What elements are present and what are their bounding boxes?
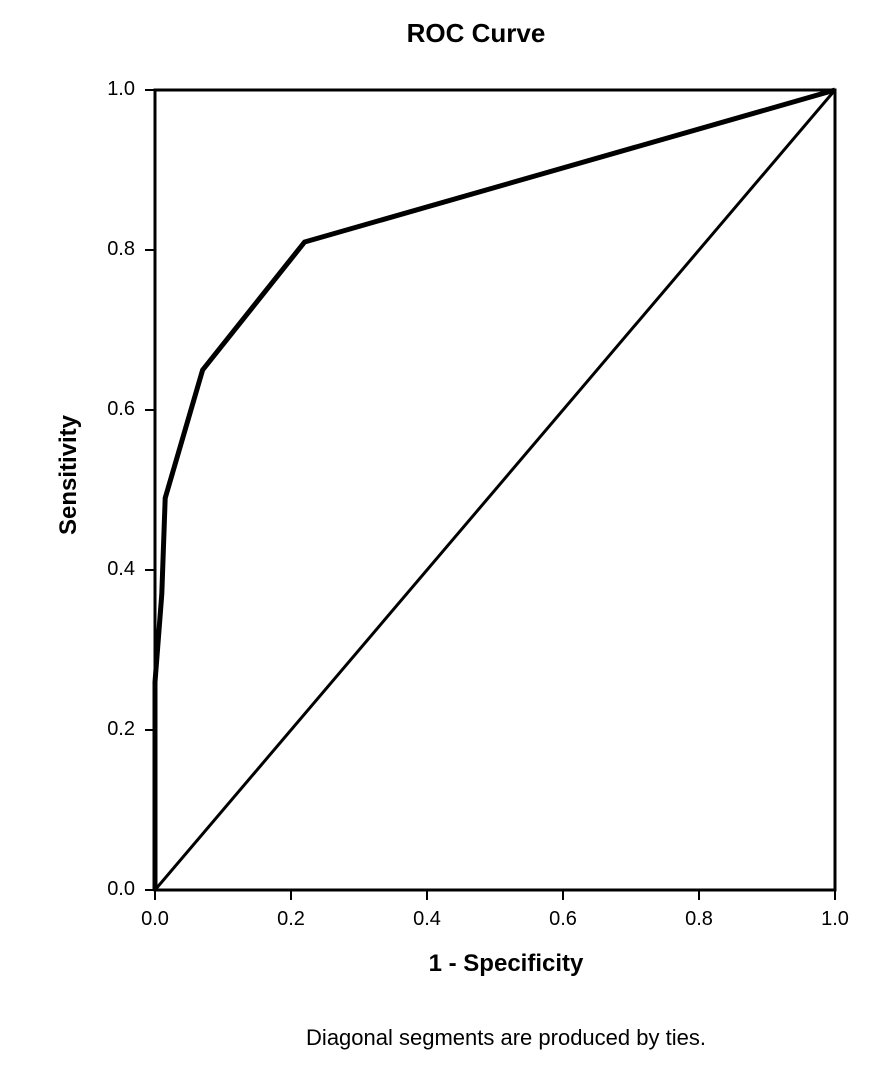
y-tick-label: 0.2	[85, 718, 135, 741]
x-tick-label: 0.2	[261, 908, 321, 931]
y-tick-label: 0.8	[85, 238, 135, 261]
y-tick-label: 0.6	[85, 398, 135, 421]
x-tick-label: 0.6	[533, 908, 593, 931]
x-tick-label: 1.0	[805, 908, 865, 931]
x-tick-label: 0.0	[125, 908, 185, 931]
y-tick-label: 0.4	[85, 558, 135, 581]
x-tick-label: 0.8	[669, 908, 729, 931]
x-tick-label: 0.4	[397, 908, 457, 931]
y-tick-label: 0.0	[85, 878, 135, 901]
y-tick-label: 1.0	[85, 78, 135, 101]
